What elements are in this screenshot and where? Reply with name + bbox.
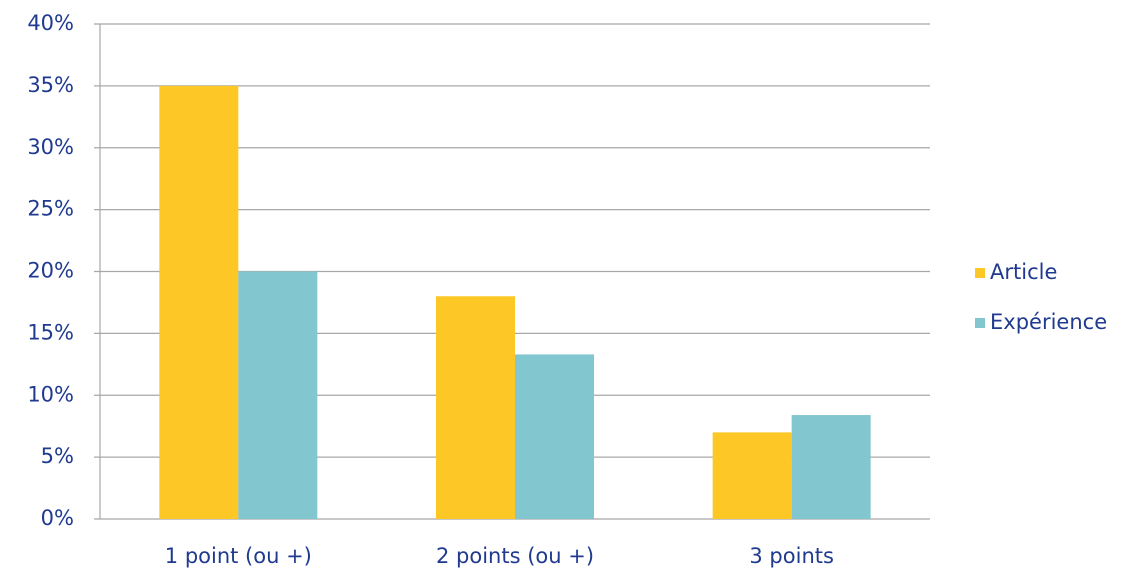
legend-swatch xyxy=(975,268,985,278)
y-tick-label: 15% xyxy=(27,320,74,344)
x-tick-label: 2 points (ou +) xyxy=(436,544,594,568)
y-tick-label: 0% xyxy=(41,506,74,530)
y-tick-label: 20% xyxy=(27,259,74,283)
bar xyxy=(238,271,318,519)
y-tick-label: 5% xyxy=(41,444,74,468)
x-tick-label: 3 points xyxy=(749,544,834,568)
bar xyxy=(791,415,871,519)
bar xyxy=(436,296,515,519)
y-tick-label: 30% xyxy=(27,135,74,159)
y-tick-label: 25% xyxy=(27,197,74,221)
y-tick-label: 35% xyxy=(27,73,74,97)
y-tick-label: 40% xyxy=(27,11,74,35)
legend-label: Article xyxy=(990,260,1057,284)
bar xyxy=(712,432,792,519)
legend-swatch xyxy=(975,318,985,328)
x-tick-label: 1 point (ou +) xyxy=(165,544,312,568)
y-tick-label: 10% xyxy=(27,382,74,406)
bar xyxy=(515,354,594,519)
legend-label: Expérience xyxy=(990,310,1107,334)
bar xyxy=(159,85,239,519)
